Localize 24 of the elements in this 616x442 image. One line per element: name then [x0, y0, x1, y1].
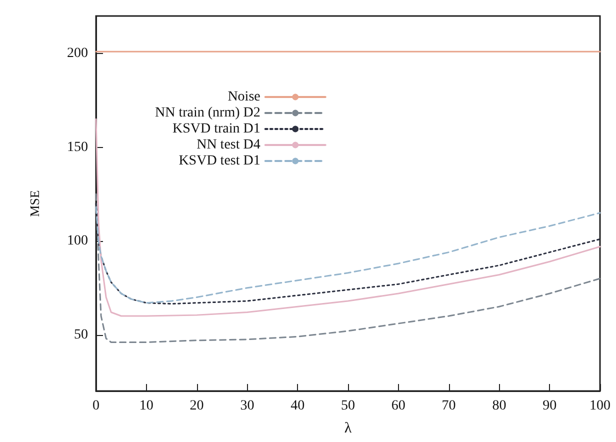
x-tick-label: 100	[590, 398, 610, 414]
x-tick-label: 10	[139, 398, 154, 414]
legend-label: NN test D4	[196, 138, 260, 152]
y-tick-label: 200	[67, 46, 88, 61]
legend-label: KSVD test D1	[178, 154, 260, 168]
line-series	[95, 118, 601, 317]
x-tick-label: 50	[341, 398, 355, 414]
x-tick-label: 0	[92, 398, 100, 414]
legend-label: Noise	[228, 90, 260, 104]
legend-label: KSVD train D1	[172, 122, 260, 136]
y-tick-label: 150	[67, 140, 88, 155]
y-axis-title: MSE	[27, 190, 42, 217]
x-axis-title: λ	[344, 420, 352, 436]
x-tick-label: 60	[391, 398, 406, 414]
legend-label: NN train (nrm) D2	[154, 106, 260, 120]
y-tick-label: 50	[74, 327, 88, 342]
y-tick-label: 100	[67, 234, 88, 248]
x-tick-label: 20	[190, 398, 204, 414]
x-tick-label: 40	[290, 398, 305, 414]
x-tick-label: 70	[442, 398, 456, 414]
line-series	[95, 193, 601, 343]
x-tick-label: 30	[240, 398, 254, 414]
x-tick-label: 90	[542, 398, 557, 414]
x-tick-label: 80	[492, 398, 506, 414]
